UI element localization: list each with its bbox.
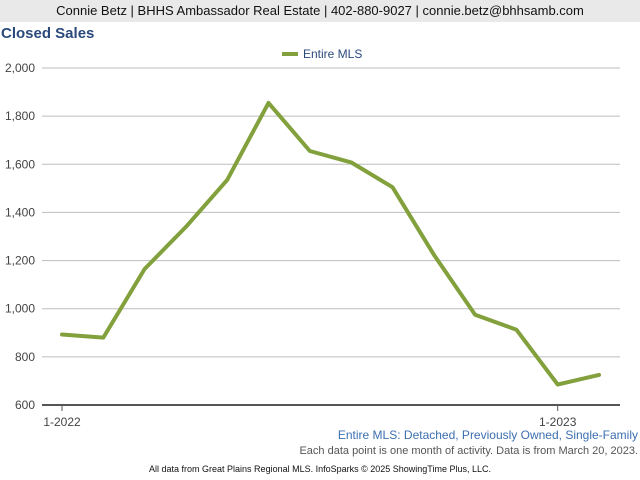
legend: Entire MLS xyxy=(282,47,362,61)
data-credit: All data from Great Plains Regional MLS.… xyxy=(149,464,491,474)
y-tick-label: 2,000 xyxy=(5,61,35,75)
series-line-entire-mls xyxy=(60,100,601,387)
series-layer xyxy=(60,100,601,387)
data-note: Each data point is one month of activity… xyxy=(299,445,638,457)
y-tick-label: 1,600 xyxy=(5,157,35,171)
x-tick-label: 1-2022 xyxy=(43,415,81,429)
series-description: Entire MLS: Detached, Previously Owned, … xyxy=(337,428,638,442)
y-tick-label: 800 xyxy=(15,350,35,364)
y-tick-label: 600 xyxy=(15,398,35,412)
chart-title: Closed Sales xyxy=(1,25,95,42)
y-tick-label: 1,400 xyxy=(5,205,35,219)
y-tick-label: 1,800 xyxy=(5,109,35,123)
y-tick-label: 1,200 xyxy=(5,254,35,268)
gridlines xyxy=(42,67,620,358)
contact-header: Connie Betz | BHHS Ambassador Real Estat… xyxy=(0,0,640,22)
axes: 600 800 1,000 1,200 1,400 1,600 1,800 2,000 1-20… xyxy=(5,61,620,429)
legend-label: Entire MLS xyxy=(303,47,362,61)
y-tick-label: 1,000 xyxy=(5,302,35,316)
x-tick-label: 1-2023 xyxy=(539,415,577,429)
